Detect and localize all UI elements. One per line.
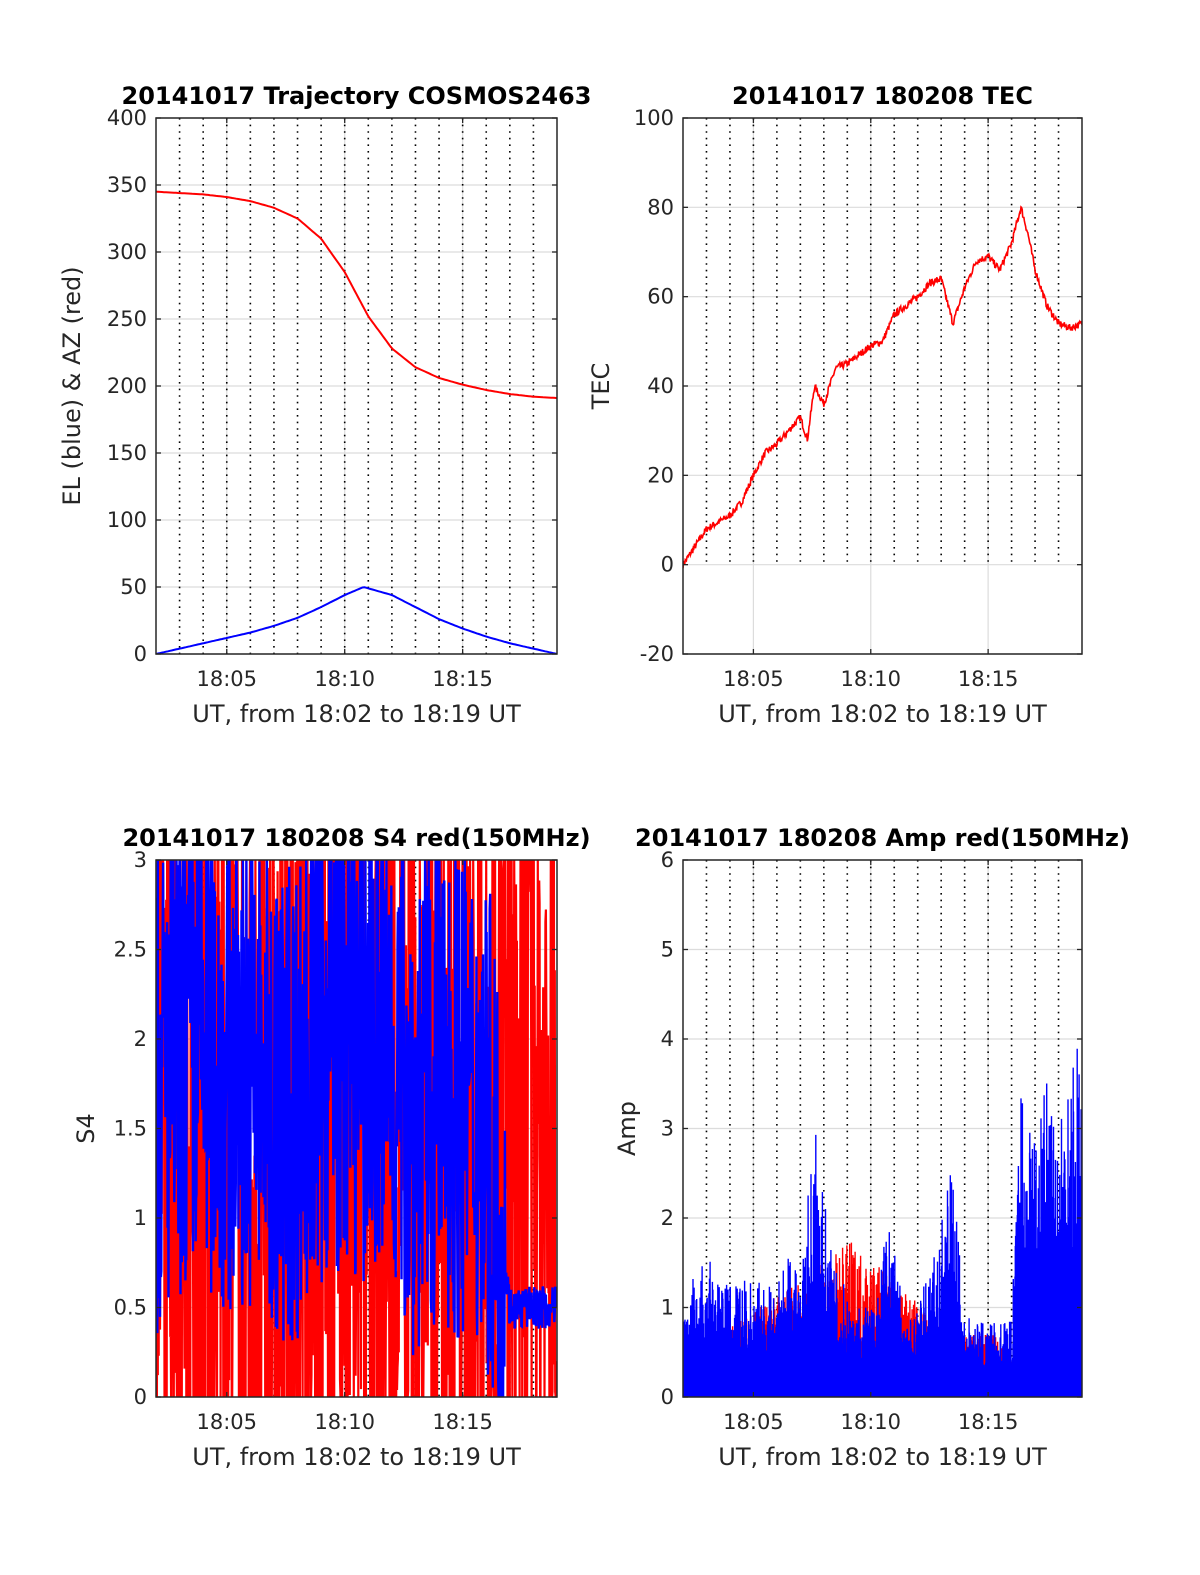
y-tick-label: 40 bbox=[647, 374, 674, 398]
y-tick-label: 0 bbox=[134, 1385, 147, 1409]
series-line-2 bbox=[156, 586, 557, 654]
y-tick-label: -20 bbox=[640, 642, 674, 666]
x-tick-label: 18:15 bbox=[958, 667, 1019, 691]
series-group bbox=[156, 190, 557, 654]
x-tick-label: 18:15 bbox=[958, 1410, 1019, 1434]
x-tick-label: 18:10 bbox=[840, 667, 901, 691]
y-tick-label: 60 bbox=[647, 285, 674, 309]
y-tick-label: 400 bbox=[107, 106, 147, 130]
y-tick-label: 3 bbox=[134, 848, 147, 872]
y-tick-label: 250 bbox=[107, 307, 147, 331]
y-tick-label: 0 bbox=[134, 642, 147, 666]
series-group bbox=[683, 1048, 1082, 1397]
y-tick-label: 300 bbox=[107, 240, 147, 264]
y-tick-label: 50 bbox=[120, 575, 147, 599]
y-tick-label: 100 bbox=[634, 106, 674, 130]
y-tick-label: 2.5 bbox=[114, 938, 147, 962]
y-tick-label: 20 bbox=[647, 463, 674, 487]
x-axis-label: UT, from 18:02 to 18:19 UT bbox=[718, 1443, 1047, 1471]
y-tick-label: 350 bbox=[107, 173, 147, 197]
series-line-2 bbox=[156, 860, 557, 1397]
y-tick-label: 3 bbox=[661, 1117, 674, 1141]
y-tick-label: 200 bbox=[107, 374, 147, 398]
y-tick-label: 4 bbox=[661, 1027, 674, 1051]
series-line-1 bbox=[156, 190, 557, 400]
series-line-1 bbox=[683, 205, 1082, 569]
x-tick-label: 18:10 bbox=[314, 667, 375, 691]
y-tick-label: 1.5 bbox=[114, 1117, 147, 1141]
y-tick-label: 0 bbox=[661, 553, 674, 577]
x-axis-label: UT, from 18:02 to 18:19 UT bbox=[192, 1443, 521, 1471]
y-tick-label: 1 bbox=[661, 1296, 674, 1320]
y-tick-label: 1 bbox=[134, 1206, 147, 1230]
x-tick-label: 18:05 bbox=[723, 1410, 784, 1434]
x-tick-label: 18:05 bbox=[723, 667, 784, 691]
x-tick-label: 18:10 bbox=[840, 1410, 901, 1434]
x-axis-label: UT, from 18:02 to 18:19 UT bbox=[718, 700, 1047, 728]
y-axis-label: Amp bbox=[613, 1101, 641, 1156]
x-tick-label: 18:10 bbox=[314, 1410, 375, 1434]
y-tick-label: 0.5 bbox=[114, 1296, 147, 1320]
y-axis-label: EL (blue) & AZ (red) bbox=[58, 266, 86, 505]
chart-title: 20141017 Trajectory COSMOS2463 bbox=[122, 82, 592, 110]
chart-panel-1: 0 50 100 150 200 250 300 350 400 18:05 18:10 18:15 2… bbox=[58, 82, 591, 728]
x-axis-label: UT, from 18:02 to 18:19 UT bbox=[192, 700, 521, 728]
y-tick-label: 5 bbox=[661, 938, 674, 962]
chart-panel-3: 0 0.5 1 1.5 2 2.5 3 18:05 18:10 18:15 20141017 180… bbox=[72, 824, 591, 1471]
y-axis-label: TEC bbox=[587, 363, 615, 411]
y-tick-label: 6 bbox=[661, 848, 674, 872]
y-tick-label: 2 bbox=[134, 1027, 147, 1051]
chart-title: 20141017 180208 S4 red(150MHz) bbox=[122, 824, 590, 852]
x-tick-label: 18:15 bbox=[432, 1410, 493, 1434]
series-group bbox=[156, 860, 557, 1397]
y-tick-label: 150 bbox=[107, 441, 147, 465]
y-tick-label: 80 bbox=[647, 195, 674, 219]
x-tick-label: 18:15 bbox=[432, 667, 493, 691]
series-line-2 bbox=[683, 1048, 1082, 1397]
series-group bbox=[683, 205, 1082, 569]
x-tick-label: 18:05 bbox=[196, 667, 257, 691]
y-tick-label: 0 bbox=[661, 1385, 674, 1409]
y-tick-label: 100 bbox=[107, 508, 147, 532]
chart-panel-4: 0 1 2 3 4 5 6 18:05 18:10 18:15 20141017 180208 Am… bbox=[613, 824, 1130, 1471]
y-axis-label: S4 bbox=[72, 1113, 100, 1144]
chart-title: 20141017 180208 Amp red(150MHz) bbox=[635, 824, 1130, 852]
y-tick-label: 2 bbox=[661, 1206, 674, 1230]
x-tick-label: 18:05 bbox=[196, 1410, 257, 1434]
chart-panel-2: -20 0 20 40 60 80 100 18:05 18:10 18:15 20141017 1… bbox=[587, 82, 1083, 728]
chart-title: 20141017 180208 TEC bbox=[732, 82, 1033, 110]
